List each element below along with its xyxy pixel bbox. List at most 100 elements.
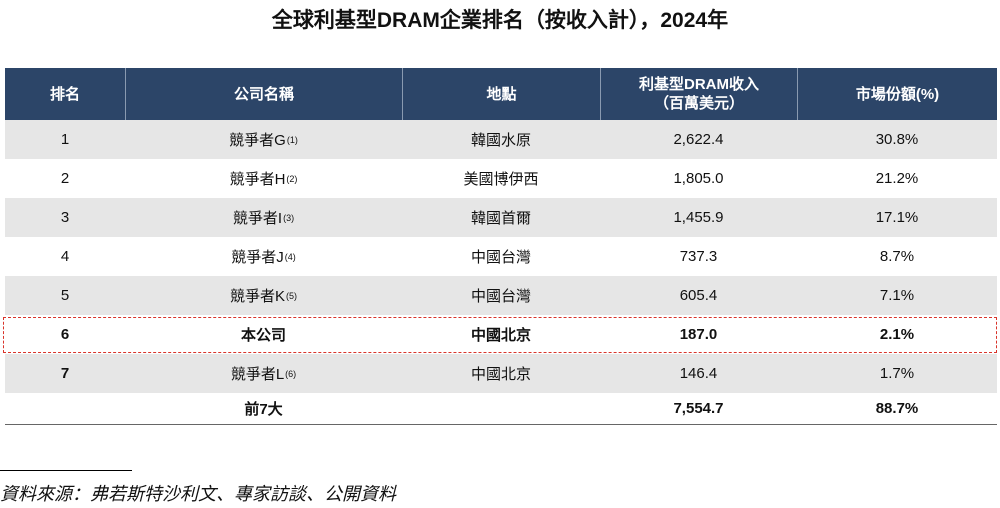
row-bg [5, 315, 997, 354]
row-bg [5, 354, 997, 393]
table-cell: 中國北京 [402, 354, 600, 393]
header-cell: 利基型DRAM收入 （百萬美元） [600, 68, 797, 120]
cell-text: 2.1% [879, 326, 915, 343]
table-cell: 競爭者G (1) [125, 120, 402, 159]
cell-text: 競爭者K [229, 288, 285, 305]
highlight-box [3, 317, 997, 353]
table-cell: 737.3 [600, 237, 797, 276]
table-cell: 韓國首爾 [402, 198, 600, 237]
cell-text: 3 [60, 209, 70, 226]
table-cell: 中國北京 [402, 315, 600, 354]
table-cell: 6 [5, 315, 125, 354]
table-cell: 美國博伊西 [402, 159, 600, 198]
table-cell: 21.2% [797, 159, 997, 198]
header-text: 地點 [486, 85, 517, 103]
footnote-mark: (1) [286, 134, 298, 145]
header-line: （百萬美元） [653, 95, 744, 112]
cell-text: 本公司 [240, 327, 286, 344]
header-text: 市場份額(%) [855, 85, 940, 103]
row-bg [5, 198, 997, 237]
row-bg [5, 237, 997, 276]
table-cell: 17.1% [797, 198, 997, 237]
source: 資料來源：弗若斯特沙利文、專家訪談、公開資料 [0, 484, 396, 504]
cell-text: 1.7% [879, 365, 915, 382]
cell-text: 7.1% [879, 287, 915, 304]
header-text: 排名 [49, 85, 80, 103]
cell-text: 前7大 [244, 401, 283, 418]
footnote-mark: (2) [286, 173, 298, 184]
cell-text: 1,455.9 [673, 209, 724, 226]
cell-text: 5 [60, 287, 70, 304]
table-cell: 中國台灣 [402, 276, 600, 315]
cell-text: 競爭者G [229, 132, 286, 149]
cell-text: 中國北京 [470, 366, 531, 383]
header-cell: 公司名稱 [125, 68, 402, 120]
cell-text: 美國博伊西 [463, 171, 539, 188]
table-bottom-rule [5, 424, 997, 425]
table-cell: 4 [5, 237, 125, 276]
cell-text: 21.2% [875, 170, 919, 187]
cell-text: 1,805.0 [673, 170, 724, 187]
cell-text: 競爭者J [231, 249, 284, 266]
cell-text: 7,554.7 [673, 400, 724, 417]
table-cell: 1 [5, 120, 125, 159]
total-cell: 前7大 [125, 393, 402, 424]
cell-text: 187.0 [679, 326, 718, 343]
cell-text: 競爭者L [230, 366, 285, 383]
table-cell: 1,805.0 [600, 159, 797, 198]
total-cell: 7,554.7 [600, 393, 797, 424]
table-cell: 2.1% [797, 315, 997, 354]
cell-text: 605.4 [679, 287, 718, 304]
footnote-mark: (4) [284, 251, 296, 262]
row-bg [5, 120, 997, 159]
footnote-mark: (6) [285, 368, 297, 379]
table-cell: 605.4 [600, 276, 797, 315]
cell-text: 中國北京 [470, 327, 531, 344]
cell-text: 韓國首爾 [470, 210, 531, 227]
footnote-mark: (3) [283, 212, 295, 223]
cell-text: 中國台灣 [470, 288, 531, 305]
header-cell: 排名 [5, 68, 125, 120]
cell-text: 8.7% [879, 248, 915, 265]
table-cell: 7.1% [797, 276, 997, 315]
cell-text: 中國台灣 [470, 249, 531, 266]
header-cell: 市場份額(%) [797, 68, 997, 120]
source-rule [0, 470, 132, 471]
table-cell: 競爭者H (2) [125, 159, 402, 198]
row-bg [5, 276, 997, 315]
cell-text: 韓國水原 [470, 132, 531, 149]
header-line: 利基型DRAM收入 [639, 76, 759, 93]
table-cell: 競爭者L (6) [125, 354, 402, 393]
table-cell: 韓國水原 [402, 120, 600, 159]
table-cell: 1,455.9 [600, 198, 797, 237]
table-cell: 1.7% [797, 354, 997, 393]
cell-text: 737.3 [679, 248, 718, 265]
table-cell: 8.7% [797, 237, 997, 276]
footnote-mark: (5) [286, 290, 297, 301]
table-cell: 30.8% [797, 120, 997, 159]
cell-text: 6 [60, 326, 70, 343]
cell-text: 4 [60, 248, 70, 265]
table-cell: 2 [5, 159, 125, 198]
table-cell: 競爭者I (3) [125, 198, 402, 237]
table-cell: 187.0 [600, 315, 797, 354]
table-cell: 競爭者K (5) [125, 276, 402, 315]
table-cell: 本公司 [125, 315, 402, 354]
table-cell: 3 [5, 198, 125, 237]
cell-text: 7 [60, 365, 70, 382]
cell-text: 2 [60, 170, 70, 187]
cell-text: 88.7% [875, 400, 919, 417]
table-cell: 146.4 [600, 354, 797, 393]
total-cell: 88.7% [797, 393, 997, 424]
cell-text: 1 [60, 131, 70, 148]
cell-text: 17.1% [875, 209, 919, 226]
table-cell: 中國台灣 [402, 237, 600, 276]
cell-text: 30.8% [875, 131, 919, 148]
table-cell: 5 [5, 276, 125, 315]
cell-text: 競爭者I [232, 210, 283, 227]
row-bg [5, 159, 997, 198]
table-cell: 7 [5, 354, 125, 393]
header-bg [5, 68, 997, 120]
cell-text: 競爭者H [229, 171, 286, 188]
